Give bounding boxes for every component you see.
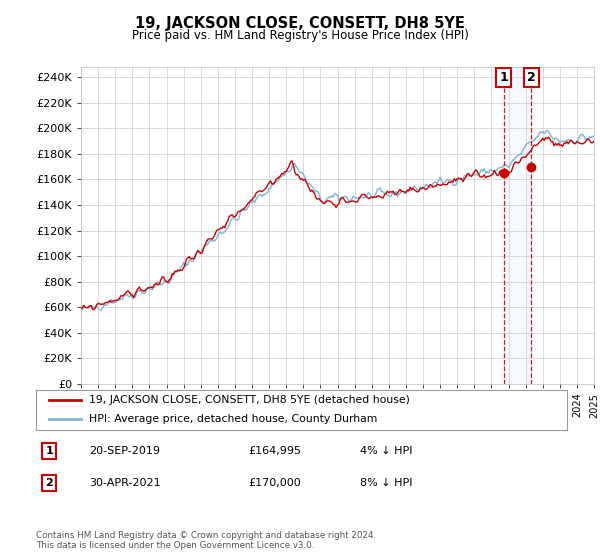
Text: HPI: Average price, detached house, County Durham: HPI: Average price, detached house, Coun…: [89, 414, 377, 424]
Text: 19, JACKSON CLOSE, CONSETT, DH8 5YE: 19, JACKSON CLOSE, CONSETT, DH8 5YE: [135, 16, 465, 31]
Text: 2: 2: [46, 478, 53, 488]
Text: 8% ↓ HPI: 8% ↓ HPI: [360, 478, 412, 488]
Text: 4% ↓ HPI: 4% ↓ HPI: [360, 446, 412, 456]
Text: 1: 1: [499, 71, 508, 84]
Text: £164,995: £164,995: [248, 446, 301, 456]
Text: 1: 1: [46, 446, 53, 456]
Bar: [504, 67, 531, 384]
Text: 30-APR-2021: 30-APR-2021: [89, 478, 161, 488]
Text: 2: 2: [527, 71, 536, 84]
Text: Contains HM Land Registry data © Crown copyright and database right 2024.
This d: Contains HM Land Registry data © Crown c…: [36, 531, 376, 550]
Text: Price paid vs. HM Land Registry's House Price Index (HPI): Price paid vs. HM Land Registry's House …: [131, 29, 469, 42]
Text: 20-SEP-2019: 20-SEP-2019: [89, 446, 160, 456]
Text: £170,000: £170,000: [248, 478, 301, 488]
Text: 19, JACKSON CLOSE, CONSETT, DH8 5YE (detached house): 19, JACKSON CLOSE, CONSETT, DH8 5YE (det…: [89, 395, 410, 405]
